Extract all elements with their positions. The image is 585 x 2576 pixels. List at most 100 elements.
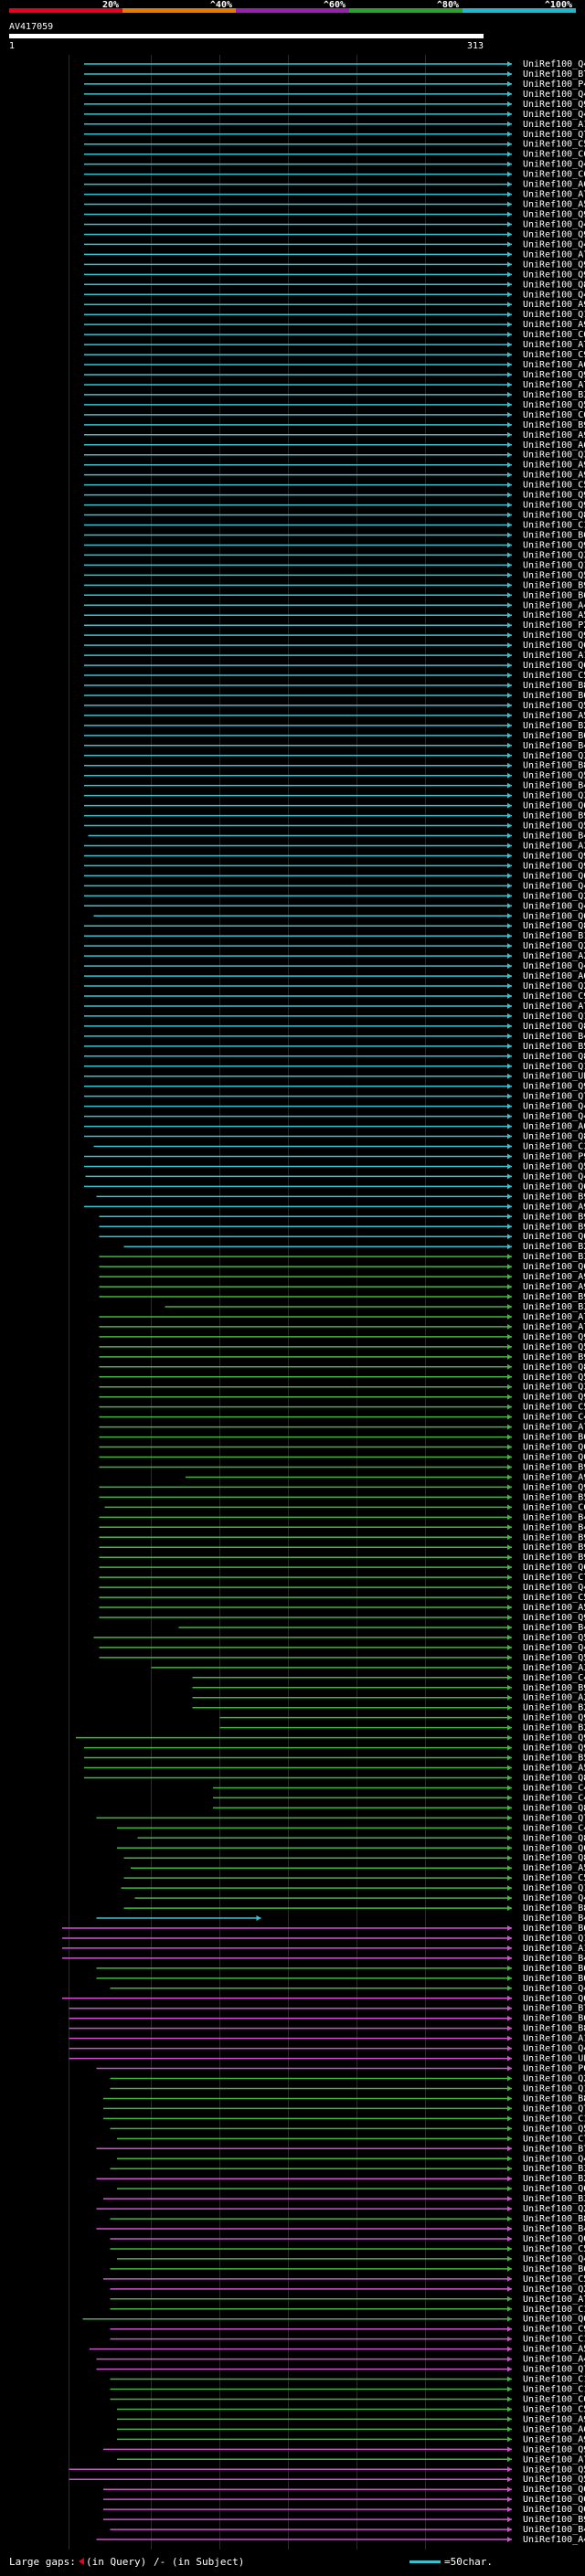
hit-label[interactable]: UniRef100_Q39249 xyxy=(523,550,585,560)
hit-row[interactable]: UniRef100_B9SGR0 xyxy=(96,1192,585,1202)
hit-label[interactable]: UniRef100_B4FRX8 xyxy=(523,1512,585,1522)
hit-row[interactable]: UniRef100_Q9M1K7 xyxy=(84,100,585,110)
hit-label[interactable]: UniRef100_A7NVF2 xyxy=(523,2295,585,2305)
hit-label[interactable]: UniRef100_Q50E93 xyxy=(523,701,585,711)
hit-row[interactable]: UniRef100_A6YGE5 xyxy=(84,971,585,981)
hit-row[interactable]: UniRef100_B9T852 xyxy=(84,580,585,590)
hit-row[interactable]: UniRef100_A2XFC7 xyxy=(84,951,585,961)
hit-row[interactable]: UniRef100_C4MSJ3 xyxy=(213,1793,585,1803)
hit-label[interactable]: UniRef100_A5JP82 xyxy=(523,1603,585,1613)
hit-label[interactable]: UniRef100_B9H196 xyxy=(523,1352,585,1362)
hit-row[interactable]: UniRef100_Q45NL3 xyxy=(84,59,585,69)
hit-row[interactable]: UniRef100_Q42909 xyxy=(117,2154,585,2164)
hit-row[interactable]: UniRef100_Q8GT26 xyxy=(123,1853,585,1863)
hit-row[interactable]: UniRef100_B9VRH7 xyxy=(84,420,585,430)
hit-label[interactable]: UniRef100_UPI000... xyxy=(523,1072,585,1082)
hit-label[interactable]: UniRef100_B4YU7 xyxy=(523,832,585,842)
hit-label[interactable]: UniRef100_Q9M1K7 xyxy=(523,100,585,110)
hit-row[interactable]: UniRef100_Q1W3C7 xyxy=(84,560,585,570)
hit-row[interactable]: UniRef100_Q4L5K4 xyxy=(99,1583,585,1593)
hit-label[interactable]: UniRef100_Q43758 xyxy=(523,160,585,170)
hit-row[interactable]: UniRef100_Q42941 xyxy=(84,881,585,891)
hit-row[interactable]: UniRef100_Q01M19 xyxy=(99,1453,585,1463)
hit-label[interactable]: UniRef100_C5YH36 xyxy=(523,1403,585,1413)
hit-label[interactable]: UniRef100_A9NLQ0 xyxy=(523,2434,585,2444)
hit-label[interactable]: UniRef100_A7P5Q0 xyxy=(523,2454,585,2465)
hit-row[interactable]: UniRef100_Q42459 xyxy=(84,290,585,300)
hit-label[interactable]: UniRef100_Q0CLY1 xyxy=(523,1994,585,2004)
hit-label[interactable]: UniRef100_B8N9C3 xyxy=(523,2024,585,2034)
hit-row[interactable]: UniRef100_A5JW31 xyxy=(131,1863,585,1873)
hit-label[interactable]: UniRef100_A6NR16 xyxy=(523,440,585,451)
hit-label[interactable]: UniRef100_A6YGE5 xyxy=(523,971,585,981)
hit-row[interactable]: UniRef100_Q6VMS1 xyxy=(84,641,585,651)
hit-label[interactable]: UniRef100_B4G232 xyxy=(523,2224,585,2234)
hit-label[interactable]: UniRef100_A7LBP6 xyxy=(523,1002,585,1012)
hit-row[interactable]: UniRef100_Q6R5U6 xyxy=(99,1262,585,1272)
hit-label[interactable]: UniRef100_A5JW30 xyxy=(523,2345,585,2355)
hit-label[interactable]: UniRef100_Q2H9E8 xyxy=(523,2074,585,2084)
hit-row[interactable]: UniRef100_A1C163 xyxy=(62,1944,585,1954)
hit-label[interactable]: UniRef100_B6QL76 xyxy=(523,2014,585,2024)
hit-row[interactable]: UniRef100_Q69Y58 xyxy=(84,801,585,811)
hit-label[interactable]: UniRef100_Q5QH46 xyxy=(523,2475,585,2485)
hit-row[interactable]: UniRef100_P93057 xyxy=(84,1151,585,1161)
hit-row[interactable]: UniRef100_B8YAV1 xyxy=(84,761,585,771)
hit-row[interactable]: UniRef100_Q5Z0X1 xyxy=(84,400,585,410)
hit-row[interactable]: UniRef100_Q94BP1 xyxy=(99,1482,585,1492)
hit-row[interactable]: UniRef100_C9W9W6 xyxy=(84,350,585,360)
hit-label[interactable]: UniRef100_Q41371 xyxy=(523,2254,585,2264)
hit-label[interactable]: UniRef100_B9S5V4 xyxy=(523,1542,585,1553)
hit-row[interactable]: UniRef100_Q5ZF79 xyxy=(99,1373,585,1383)
hit-label[interactable]: UniRef100_B6TEY2 xyxy=(523,2264,585,2274)
hit-row[interactable]: UniRef100_Q0MW07 xyxy=(99,1232,585,1242)
hit-row[interactable]: UniRef100_A5JP82 xyxy=(99,1603,585,1613)
hit-label[interactable]: UniRef100_A9PD07 xyxy=(523,300,585,310)
hit-row[interactable]: UniRef100_Q0JE02 xyxy=(99,1443,585,1453)
hit-label[interactable]: UniRef100_Q6ZJ31 xyxy=(523,1563,585,1573)
hit-label[interactable]: UniRef100_C5PJH7 xyxy=(523,2244,585,2254)
hit-row[interactable]: UniRef100_Q41371 xyxy=(117,2254,585,2264)
hit-label[interactable]: UniRef100_B6HBE4 xyxy=(523,1964,585,1974)
hit-label[interactable]: UniRef100_Q8GT26 xyxy=(523,1853,585,1863)
hit-row[interactable]: UniRef100_Q0UTH3 xyxy=(110,2234,585,2244)
hit-row[interactable]: UniRef100_A3F1T2 xyxy=(151,1663,585,1673)
hit-row[interactable]: UniRef100_C5YRD1 xyxy=(117,2404,585,2414)
hit-label[interactable]: UniRef100_C6TMN2 xyxy=(523,1502,585,1512)
hit-row[interactable]: UniRef100_A6NU17 xyxy=(117,2424,585,2434)
hit-row[interactable]: UniRef100_Q4JXA8 xyxy=(99,1643,585,1653)
hit-row[interactable]: UniRef100_Q5Q155 xyxy=(84,1161,585,1171)
hit-row[interactable]: UniRef100_B9S5V4 xyxy=(99,1542,585,1553)
hit-row[interactable]: UniRef100_B2WBD6 xyxy=(96,2174,585,2184)
hit-row[interactable]: UniRef100_Q5QI69 xyxy=(93,1633,585,1643)
hit-label[interactable]: UniRef100_Q9SA3L xyxy=(523,1082,585,1092)
hit-row[interactable]: UniRef100_B4UWE5 xyxy=(96,1913,585,1924)
hit-row[interactable]: UniRef100_Q69Y78 xyxy=(93,911,585,921)
hit-label[interactable]: UniRef100_A5KKV4 xyxy=(523,1764,585,1774)
hit-row[interactable]: UniRef100_C4J4A0 xyxy=(117,1823,585,1833)
hit-label[interactable]: UniRef100_C0H0F9 xyxy=(523,330,585,340)
hit-label[interactable]: UniRef100_Q315C3 xyxy=(523,791,585,801)
hit-label[interactable]: UniRef100_B8LFG0 xyxy=(523,681,585,691)
hit-label[interactable]: UniRef100_P93057 xyxy=(523,1151,585,1161)
hit-row[interactable]: UniRef100_Q7Z2P5 xyxy=(96,1813,585,1823)
hit-label[interactable]: UniRef100_Q6SXV0 xyxy=(523,2184,585,2194)
hit-row[interactable]: UniRef100_Q2P1E6 xyxy=(110,2284,585,2295)
hit-label[interactable]: UniRef100_Q1Q1M7 xyxy=(523,1934,585,1944)
hit-row[interactable]: UniRef100_B6HBE4 xyxy=(96,1964,585,1974)
hit-row[interactable]: UniRef100_C1EDL6 xyxy=(110,2305,585,2315)
hit-label[interactable]: UniRef100_Q8W4V7 xyxy=(523,1362,585,1373)
hit-row[interactable]: UniRef100_Q9FPF1 xyxy=(219,1713,585,1723)
hit-row[interactable]: UniRef100_B8LFG0 xyxy=(84,681,585,691)
hit-row[interactable]: UniRef100_B9H192 xyxy=(192,1683,585,1693)
hit-row[interactable]: UniRef100_Q5SG58 xyxy=(99,1342,585,1352)
hit-row[interactable]: UniRef100_B5MXB0 xyxy=(84,1754,585,1764)
hit-label[interactable]: UniRef100_Q32323 xyxy=(523,451,585,461)
hit-row[interactable]: UniRef100_Q42661 xyxy=(84,961,585,971)
hit-label[interactable]: UniRef100_B5LAT0 xyxy=(523,1492,585,1502)
hit-row[interactable]: UniRef100_P26AL9 xyxy=(84,620,585,631)
hit-label[interactable]: UniRef100_Q5W5P5 xyxy=(523,822,585,832)
hit-row[interactable]: UniRef100_Q01LW4 xyxy=(82,2315,585,2325)
hit-row[interactable]: UniRef100_A5B8C7 xyxy=(84,711,585,721)
hit-row[interactable]: UniRef100_Q9S7F5 xyxy=(84,270,585,280)
